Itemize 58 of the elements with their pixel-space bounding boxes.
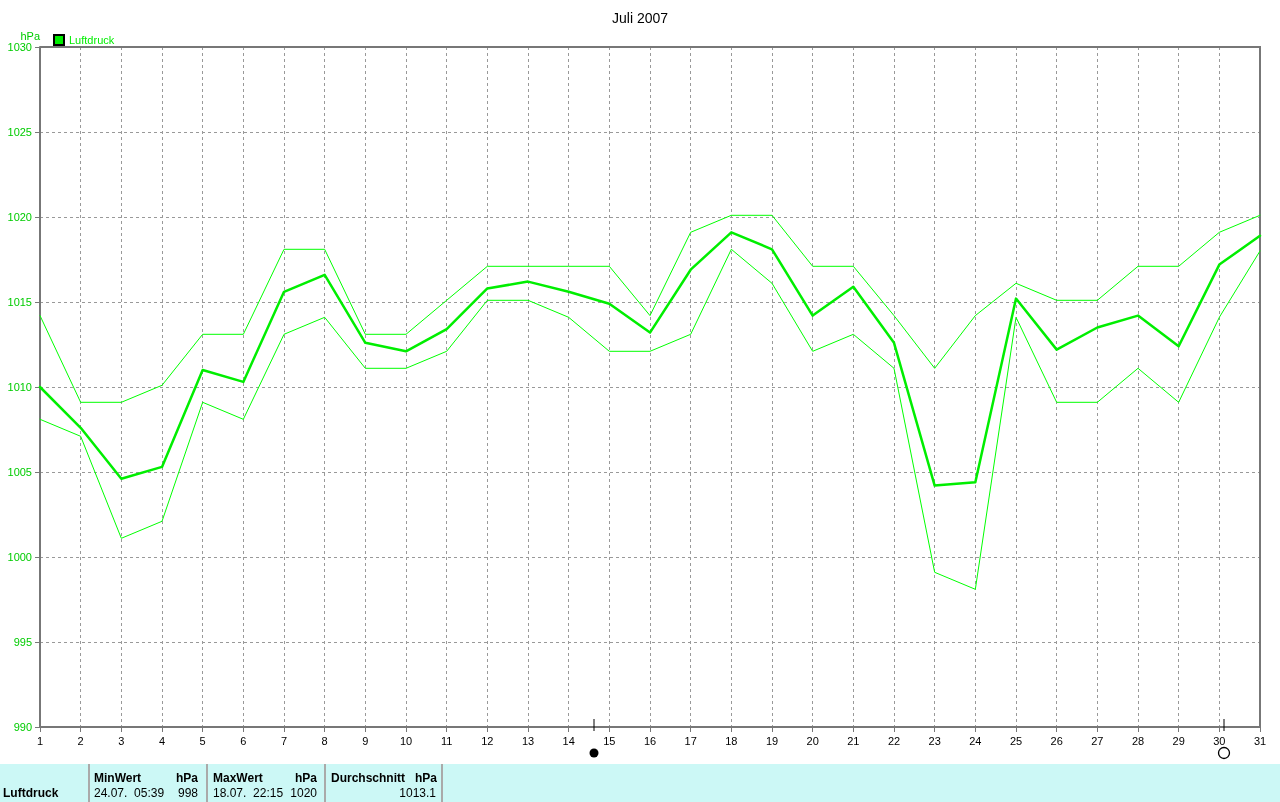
x-tick-label: 13 xyxy=(521,734,535,747)
y-tick-label: 1010 xyxy=(7,381,32,393)
x-tick-label: 5 xyxy=(199,734,206,747)
y-tick-label: 1005 xyxy=(7,466,32,478)
x-tick-label: 10 xyxy=(399,734,413,747)
legend-label: Luftdruck xyxy=(69,34,115,46)
y-tick-label: 1025 xyxy=(7,126,32,138)
y-tick-label: 1015 xyxy=(7,296,32,308)
x-tick-label: 23 xyxy=(928,734,941,747)
x-tick-label: 6 xyxy=(240,734,247,747)
x-tick-label: 31 xyxy=(1253,734,1267,747)
x-tick-label: 4 xyxy=(158,734,166,747)
chart-title: Juli 2007 xyxy=(611,10,669,26)
text: hPa xyxy=(176,771,199,785)
x-tick-label: 24 xyxy=(969,734,982,747)
x-tick-label: 16 xyxy=(643,734,657,747)
y-tick-label: 990 xyxy=(13,721,32,733)
y-axis-title: hPa xyxy=(20,29,41,42)
x-tick-label: 30 xyxy=(1213,734,1226,747)
x-tick-label: 25 xyxy=(1009,734,1023,747)
x-tick-label: 7 xyxy=(280,734,288,747)
x-tick-label: 3 xyxy=(118,734,125,747)
x-tick-label: 11 xyxy=(440,734,453,747)
x-tick-label: 20 xyxy=(806,734,819,747)
y-tick-label: 995 xyxy=(13,636,32,648)
x-tick-label: 9 xyxy=(362,734,369,747)
x-tick-label: 29 xyxy=(1172,734,1185,747)
y-tick-label: 1000 xyxy=(7,551,32,563)
x-tick-label: 2 xyxy=(77,734,84,747)
line-series xyxy=(38,231,1262,487)
text: MinWert xyxy=(94,771,142,785)
text: 1013.1 xyxy=(399,786,436,800)
x-tick-label: 17 xyxy=(684,734,697,747)
text: hPa xyxy=(415,771,438,785)
x-tick-label: 26 xyxy=(1050,734,1063,747)
y-tick-label: 1030 xyxy=(7,41,32,53)
x-tick-label: 14 xyxy=(562,734,575,747)
line-series xyxy=(39,214,1261,403)
text: 998 xyxy=(177,786,198,800)
x-tick-label: 15 xyxy=(603,734,616,747)
x-tick-label: 27 xyxy=(1091,734,1104,747)
x-tick-label: 1 xyxy=(36,734,44,747)
x-tick-label: 28 xyxy=(1131,734,1145,747)
text: MaxWert xyxy=(213,771,263,785)
text: Luftdruck xyxy=(3,786,59,800)
text: hPa xyxy=(295,771,318,785)
x-tick-label: 12 xyxy=(481,734,494,747)
text: 24.07. 05:39 xyxy=(94,786,165,800)
line-series xyxy=(39,248,1261,590)
x-tick-label: 18 xyxy=(725,734,738,747)
text: Durchschnitt xyxy=(331,771,406,785)
x-tick-label: 8 xyxy=(321,734,328,747)
x-tick-label: 19 xyxy=(765,734,779,747)
text: 18.07. 22:15 xyxy=(213,786,284,800)
y-tick-label: 1020 xyxy=(7,211,32,223)
x-tick-label: 21 xyxy=(847,734,860,747)
x-tick-label: 22 xyxy=(887,734,901,747)
text: 1020 xyxy=(290,786,317,800)
